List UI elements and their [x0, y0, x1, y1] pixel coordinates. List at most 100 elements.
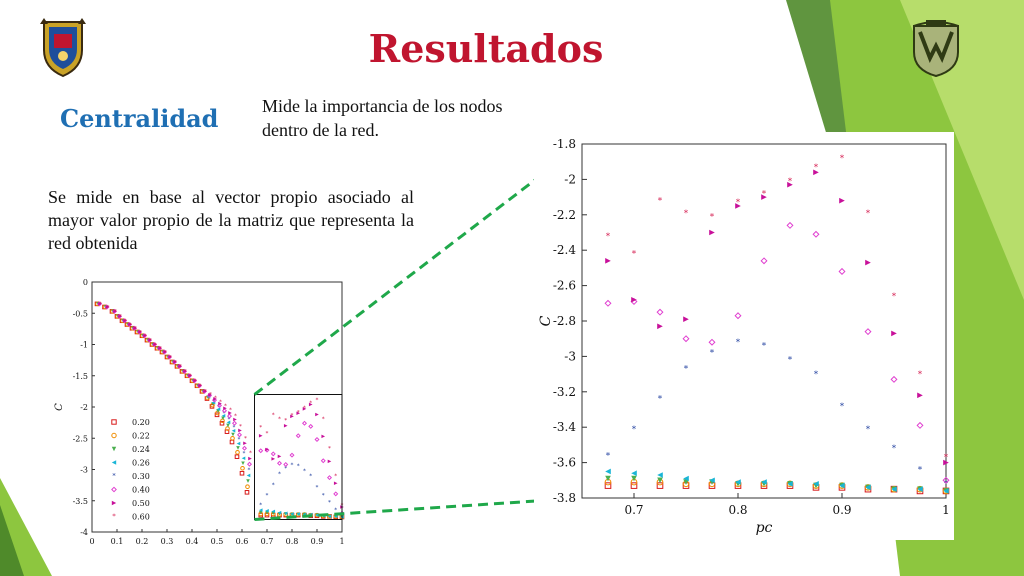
zoom-point: [761, 479, 767, 485]
overview-point: *: [179, 364, 182, 370]
zoom-point: [943, 488, 949, 494]
overview-y-tick-label: -0.5: [73, 309, 88, 318]
zoom-point: [942, 476, 950, 484]
overview-point: [283, 461, 289, 468]
overview-point: [245, 484, 250, 489]
legend-marker: *: [112, 472, 116, 480]
overview-point: *: [107, 305, 110, 311]
zoom-point: [605, 475, 611, 482]
zoom-point: [890, 375, 898, 383]
overview-point: [236, 432, 243, 438]
overview-point: *: [223, 411, 226, 417]
overview-point: *: [114, 309, 117, 315]
overview-point: [173, 360, 177, 364]
zoom-point: *: [866, 208, 871, 218]
overview-y-tick-label: -1: [80, 341, 88, 350]
zoom-point: [865, 259, 871, 266]
overview-point: [246, 479, 250, 483]
zoom-x-tick-label: 0.9: [832, 503, 851, 517]
overview-point: [270, 451, 276, 457]
zoom-y-axis-label: C: [538, 315, 554, 326]
overview-point: [295, 433, 301, 439]
zoom-point: [761, 194, 767, 200]
zoom-point: [891, 486, 897, 492]
zoom-point: [604, 299, 612, 307]
overview-point: *: [124, 319, 127, 325]
legend-label: 0.22: [132, 432, 150, 441]
zoom-point: [787, 481, 793, 487]
overview-point: *: [316, 397, 319, 403]
overview-point: [258, 448, 264, 454]
overview-point: [218, 401, 222, 406]
overview-point: *: [229, 408, 232, 414]
overview-point: [163, 350, 167, 354]
zoom-point: [683, 479, 689, 485]
overview-point: *: [214, 395, 217, 401]
overview-point: *: [266, 431, 269, 437]
legend-marker: [111, 486, 117, 493]
zoom-point: *: [710, 211, 715, 221]
overview-point: *: [334, 507, 337, 513]
legend-marker: [111, 446, 117, 452]
slide-title: Resultados: [368, 26, 604, 71]
overview-y-tick-label: -4: [80, 528, 88, 537]
overview-point: [231, 420, 238, 426]
overview-point: *: [303, 405, 306, 411]
slide-subtitle: Centralidad: [60, 104, 219, 133]
description-text: Se mide en base al vector propio asociad…: [48, 187, 414, 253]
legend-label: 0.26: [132, 459, 150, 468]
overview-point: [333, 491, 339, 497]
overview-point: [230, 435, 235, 441]
overview-point: *: [322, 493, 325, 499]
overview-point: [271, 457, 276, 461]
zoom-point: [656, 308, 664, 316]
overview-point: [219, 420, 225, 426]
overview-point: *: [309, 474, 312, 480]
overview-point: *: [309, 400, 312, 406]
overview-point: [216, 407, 221, 411]
overview-point: [277, 454, 282, 459]
overview-point: *: [284, 466, 287, 472]
zoom-point: [657, 472, 663, 478]
overview-point: *: [291, 462, 294, 468]
overview-point: *: [297, 464, 300, 470]
overview-point: [226, 420, 231, 425]
overview-point: *: [278, 472, 281, 478]
zoom-point: [943, 459, 949, 466]
overview-point: *: [328, 500, 331, 506]
overview-point: *: [322, 417, 325, 423]
zoom-point: [683, 316, 689, 323]
zoom-y-tick-label: -2.4: [553, 243, 577, 257]
overview-point: *: [266, 493, 269, 499]
overview-point: *: [204, 389, 207, 395]
legend-box: [104, 414, 164, 526]
decor-left-dark: [0, 505, 24, 576]
legend-marker: [111, 500, 117, 506]
overview-point: [296, 411, 301, 416]
zoom-point: [760, 257, 768, 265]
zoom-point: *: [918, 464, 923, 474]
zoom-point: [604, 482, 612, 489]
zoom-point: [735, 479, 741, 485]
overview-point: [240, 465, 245, 471]
overview-point: [283, 423, 288, 428]
overview-point: [241, 461, 245, 466]
zoom-x-axis-label: pc: [756, 520, 773, 536]
overview-point: [289, 452, 295, 458]
overview-x-tick-label: 0.1: [111, 537, 124, 546]
overview-point: *: [149, 338, 152, 344]
zoom-y-tick-label: -3: [564, 349, 576, 363]
zoom-point: *: [944, 479, 949, 489]
overview-point: [265, 447, 269, 452]
zoom-point: [605, 468, 611, 475]
zoom-point: *: [736, 197, 741, 207]
overview-point: *: [224, 404, 227, 410]
overview-point: [231, 432, 235, 437]
overview-point: *: [159, 346, 162, 352]
overview-point: *: [199, 384, 202, 390]
overview-point: [315, 412, 319, 417]
overview-point: [235, 450, 240, 455]
overview-legend: 0.20 0.22 0.24 0.26 * 0.30 0.40 0.50 * 0.60: [104, 414, 164, 526]
legend-marker: *: [112, 513, 116, 521]
overview-point: [183, 369, 187, 374]
